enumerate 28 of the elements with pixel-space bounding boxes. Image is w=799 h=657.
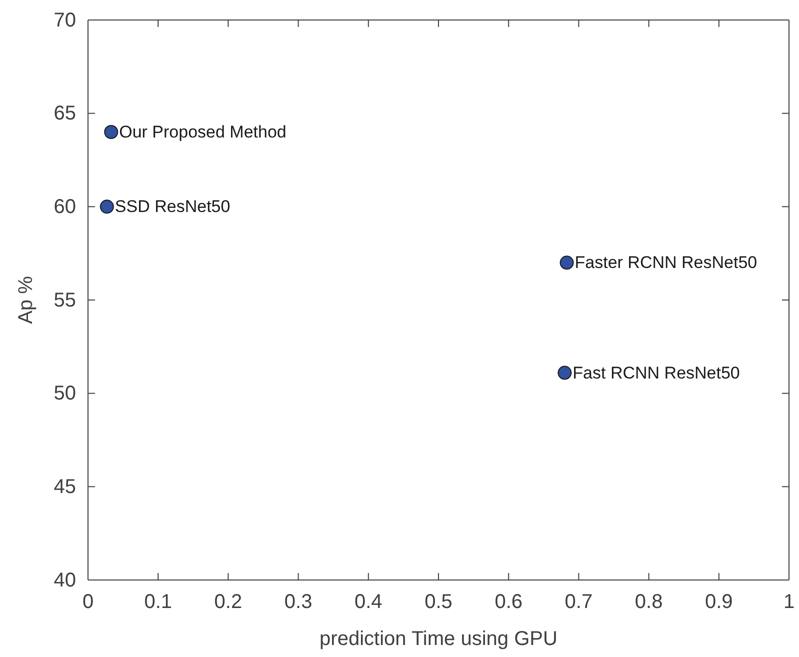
x-tick-label: 0.4 bbox=[354, 591, 382, 614]
y-tick-label: 60 bbox=[54, 196, 76, 218]
x-tick-label: 0.8 bbox=[634, 591, 663, 614]
y-tick-label: 50 bbox=[54, 382, 76, 405]
annotation: Our Proposed Method bbox=[119, 122, 286, 142]
point bbox=[560, 256, 574, 270]
annotation: Faster RCNN ResNet50 bbox=[574, 253, 758, 272]
point bbox=[104, 125, 118, 139]
point bbox=[100, 200, 114, 214]
x-tick-label: 0.5 bbox=[424, 591, 452, 614]
point bbox=[558, 366, 572, 380]
y-tick-label: 70 bbox=[54, 9, 76, 32]
annotation: SSD ResNet50 bbox=[114, 197, 230, 216]
y-tick-label: 65 bbox=[54, 102, 76, 125]
x-tick-label: 0.6 bbox=[494, 591, 523, 614]
y-tick-label: 40 bbox=[54, 569, 76, 592]
y-axis-title: Ap % bbox=[15, 276, 37, 324]
x-tick-label: 0.9 bbox=[704, 591, 733, 614]
x-tick-label: 0.2 bbox=[214, 591, 242, 614]
x-axis-title: prediction Time using GPU bbox=[320, 628, 558, 650]
x-tick-label: 1 bbox=[783, 591, 795, 614]
x-tick-label: 0.3 bbox=[284, 591, 312, 614]
x-tick-label: 0.7 bbox=[564, 591, 593, 614]
annotation: Fast RCNN ResNet50 bbox=[572, 363, 740, 382]
x-tick-label: 0.1 bbox=[144, 591, 172, 614]
y-tick-label: 55 bbox=[54, 289, 76, 312]
y-tick-label: 45 bbox=[54, 476, 76, 498]
x-tick-label: 0 bbox=[82, 591, 94, 614]
